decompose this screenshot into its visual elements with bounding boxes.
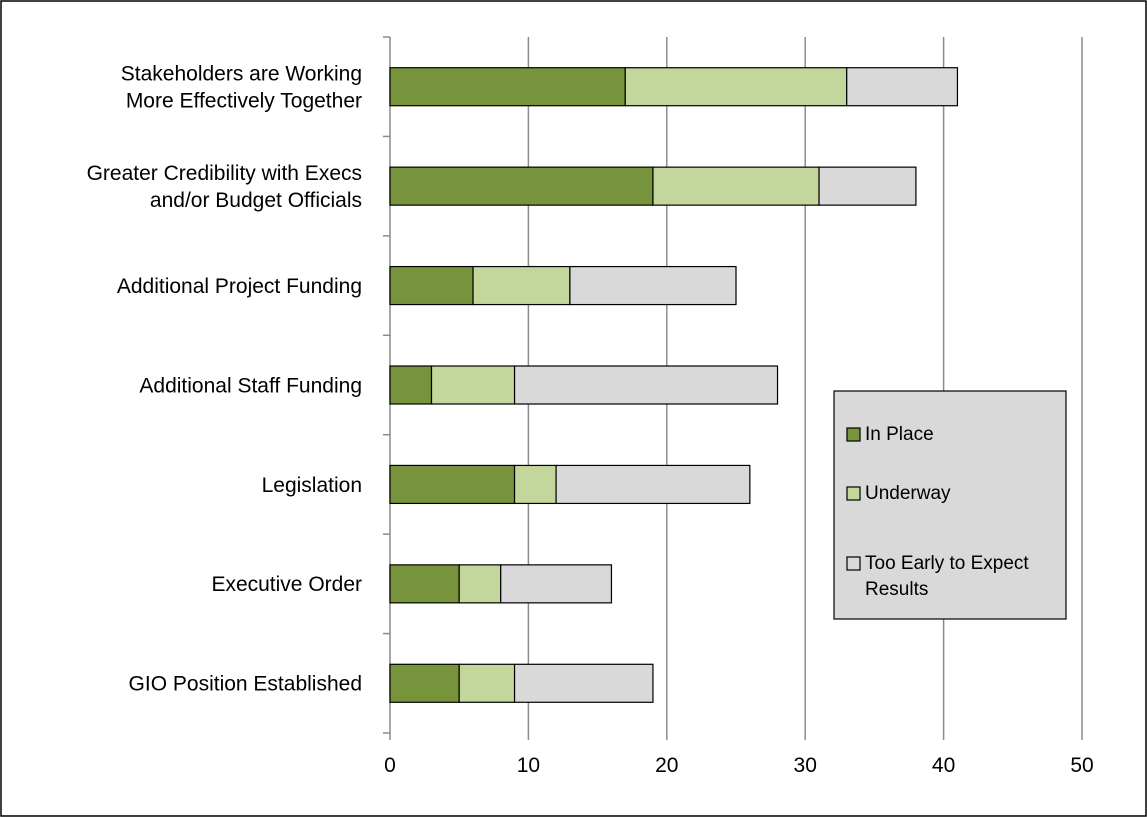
x-tick-label: 10 bbox=[517, 754, 540, 777]
bar-segment bbox=[430, 365, 516, 405]
bar-segment bbox=[513, 365, 779, 405]
category-label: Additional Project Funding bbox=[117, 275, 362, 298]
legend-swatch bbox=[846, 427, 861, 442]
legend: In Place Underway Too Early to Expect Resul… bbox=[833, 390, 1067, 620]
bar-segment bbox=[569, 265, 737, 306]
category-label: and/or Budget Officials bbox=[150, 189, 362, 212]
category-label: Executive Order bbox=[211, 573, 362, 596]
legend-swatch bbox=[846, 486, 861, 501]
bar-segment bbox=[652, 166, 820, 206]
bar-segment bbox=[389, 464, 516, 505]
category-label: Greater Credibility with Execs bbox=[87, 162, 362, 185]
bar-segment bbox=[389, 265, 474, 306]
legend-label: In Place bbox=[865, 424, 934, 445]
bar-segment bbox=[846, 67, 959, 107]
bar-segment bbox=[818, 166, 917, 206]
category-label: Legislation bbox=[262, 474, 362, 497]
x-tick-label: 30 bbox=[794, 754, 817, 777]
x-tick-labels: 0 10 20 30 40 50 bbox=[384, 754, 1094, 777]
bar-segment bbox=[624, 67, 848, 107]
x-tick-label: 50 bbox=[1070, 754, 1093, 777]
x-tick-label: 40 bbox=[932, 754, 955, 777]
bar-segment bbox=[513, 663, 654, 703]
legend-label: Too Early to Expect bbox=[865, 553, 1029, 574]
x-tick-label: 20 bbox=[655, 754, 678, 777]
bar-segment bbox=[555, 464, 751, 505]
bar-segment bbox=[389, 67, 626, 107]
bar-segment bbox=[458, 663, 516, 703]
legend-label: Underway bbox=[865, 483, 951, 504]
legend-box bbox=[833, 390, 1067, 620]
category-label: Stakeholders are Working bbox=[121, 63, 362, 86]
x-tick-label: 0 bbox=[384, 754, 396, 777]
bar-segment bbox=[513, 464, 557, 505]
bar-segment bbox=[389, 365, 433, 405]
bar-segment bbox=[500, 564, 613, 604]
bar-segment bbox=[389, 663, 460, 703]
bar-segment bbox=[458, 564, 502, 604]
category-label: GIO Position Established bbox=[129, 673, 362, 696]
bar-segment bbox=[389, 166, 654, 206]
bar-segment bbox=[389, 564, 460, 604]
category-labels: Stakeholders are Working More Effectively… bbox=[87, 63, 362, 696]
category-label: Additional Staff Funding bbox=[139, 374, 362, 397]
bars bbox=[389, 67, 959, 703]
bar-segment bbox=[472, 265, 571, 306]
category-label: More Effectively Together bbox=[126, 90, 362, 113]
legend-swatch bbox=[846, 556, 861, 571]
legend-label: Results bbox=[865, 579, 928, 600]
